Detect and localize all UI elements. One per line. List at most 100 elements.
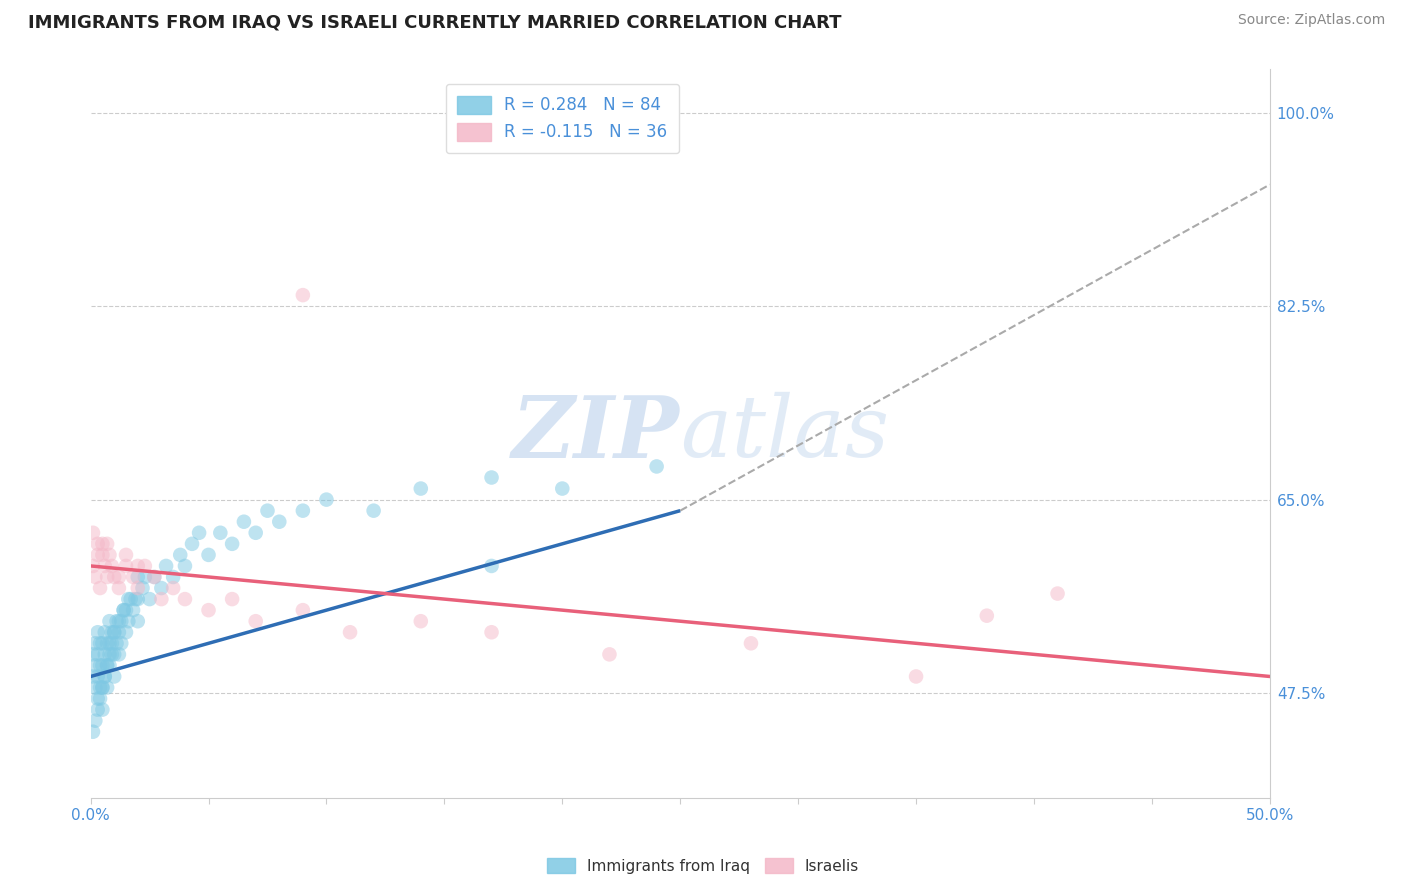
- Point: [174, 592, 197, 607]
- Point: [91, 548, 114, 562]
- Point: [117, 614, 139, 628]
- Point: [105, 614, 128, 628]
- Point: [481, 558, 503, 573]
- Point: [94, 669, 117, 683]
- Point: [84, 570, 107, 584]
- Point: [108, 648, 131, 662]
- Point: [89, 636, 111, 650]
- Point: [209, 525, 232, 540]
- Point: [84, 681, 107, 695]
- Point: [108, 625, 131, 640]
- Point: [96, 636, 118, 650]
- Point: [1046, 586, 1069, 600]
- Point: [221, 537, 243, 551]
- Point: [82, 648, 104, 662]
- Text: IMMIGRANTS FROM IRAQ VS ISRAELI CURRENTLY MARRIED CORRELATION CHART: IMMIGRANTS FROM IRAQ VS ISRAELI CURRENTL…: [28, 13, 842, 31]
- Point: [131, 581, 153, 595]
- Point: [162, 581, 184, 595]
- Point: [91, 681, 114, 695]
- Point: [98, 658, 121, 673]
- Point: [101, 636, 124, 650]
- Point: [291, 603, 314, 617]
- Point: [96, 537, 118, 551]
- Point: [82, 558, 104, 573]
- Point: [91, 537, 114, 551]
- Point: [89, 581, 111, 595]
- Point: [291, 503, 314, 517]
- Point: [96, 658, 118, 673]
- Point: [291, 288, 314, 302]
- Point: [96, 658, 118, 673]
- Point: [86, 648, 108, 662]
- Point: [110, 614, 132, 628]
- Point: [94, 558, 117, 573]
- Point: [86, 625, 108, 640]
- Point: [122, 570, 145, 584]
- Point: [115, 625, 138, 640]
- Point: [103, 625, 125, 640]
- Point: [84, 658, 107, 673]
- Point: [86, 703, 108, 717]
- Point: [89, 681, 111, 695]
- Point: [409, 482, 432, 496]
- Point: [112, 603, 135, 617]
- Point: [645, 459, 668, 474]
- Point: [82, 724, 104, 739]
- Point: [481, 625, 503, 640]
- Point: [101, 625, 124, 640]
- Point: [103, 570, 125, 584]
- Point: [127, 558, 149, 573]
- Point: [598, 648, 620, 662]
- Point: [82, 525, 104, 540]
- Point: [245, 614, 267, 628]
- Point: [117, 592, 139, 607]
- Point: [115, 603, 138, 617]
- Point: [127, 592, 149, 607]
- Point: [124, 592, 146, 607]
- Point: [96, 681, 118, 695]
- Point: [127, 570, 149, 584]
- Point: [91, 681, 114, 695]
- Point: [232, 515, 254, 529]
- Point: [98, 614, 121, 628]
- Text: Source: ZipAtlas.com: Source: ZipAtlas.com: [1237, 13, 1385, 28]
- Point: [115, 558, 138, 573]
- Point: [174, 558, 197, 573]
- Point: [103, 625, 125, 640]
- Point: [127, 614, 149, 628]
- Point: [976, 608, 998, 623]
- Point: [269, 515, 291, 529]
- Point: [82, 669, 104, 683]
- Point: [94, 669, 117, 683]
- Point: [120, 592, 142, 607]
- Point: [551, 482, 574, 496]
- Point: [188, 525, 211, 540]
- Point: [221, 592, 243, 607]
- Point: [91, 658, 114, 673]
- Point: [115, 548, 138, 562]
- Point: [134, 570, 156, 584]
- Point: [339, 625, 361, 640]
- Point: [94, 625, 117, 640]
- Point: [91, 703, 114, 717]
- Point: [155, 558, 177, 573]
- Point: [98, 548, 121, 562]
- Point: [86, 691, 108, 706]
- Point: [108, 581, 131, 595]
- Text: ZIP: ZIP: [512, 392, 681, 475]
- Point: [108, 570, 131, 584]
- Point: [150, 592, 173, 607]
- Point: [103, 648, 125, 662]
- Point: [197, 603, 219, 617]
- Point: [89, 691, 111, 706]
- Point: [134, 558, 156, 573]
- Point: [84, 636, 107, 650]
- Point: [138, 592, 160, 607]
- Legend: Immigrants from Iraq, Israelis: Immigrants from Iraq, Israelis: [541, 852, 865, 880]
- Point: [481, 470, 503, 484]
- Point: [103, 669, 125, 683]
- Point: [169, 548, 191, 562]
- Point: [363, 503, 385, 517]
- Point: [84, 714, 107, 728]
- Point: [86, 548, 108, 562]
